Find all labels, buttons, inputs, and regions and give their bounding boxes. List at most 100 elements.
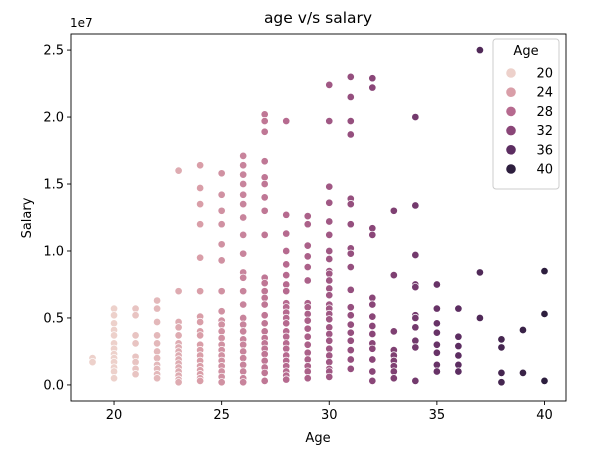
data-point [303,212,312,221]
data-point [325,182,334,191]
legend-marker [505,163,517,175]
legend-title: Age [513,44,538,59]
data-point [282,260,291,269]
data-point [260,117,269,126]
data-point [411,283,420,292]
data-point [454,304,463,313]
data-point [346,92,355,102]
data-point [260,368,269,377]
data-point [303,220,312,229]
data-point [346,320,355,329]
data-point [153,347,162,356]
data-point [432,328,441,337]
legend-label: 40 [536,163,553,178]
data-point [325,329,334,339]
data-point [325,372,334,381]
data-point [497,378,506,387]
data-point [282,246,291,256]
data-point [131,331,140,340]
data-point [325,291,334,300]
data-point [239,170,248,179]
data-point [454,360,463,369]
data-point [346,303,355,312]
data-point [303,316,312,325]
legend-label: 28 [536,105,553,120]
data-point [346,220,355,229]
data-point [389,367,398,376]
data-point [346,285,355,294]
data-point [196,331,205,340]
x-axis: 20 25 30 35 40 [106,401,553,423]
data-point [217,287,226,296]
data-point [368,293,377,302]
data-point [239,213,248,222]
legend: Age 20 24 28 32 36 40 [492,38,560,190]
data-point [303,332,312,341]
data-point [153,339,162,348]
data-point [239,347,248,356]
data-point [303,241,312,250]
data-point [411,376,420,385]
data-point [174,331,183,340]
x-tick-label: 40 [536,408,553,423]
data-point [131,370,140,379]
data-point [475,268,484,277]
legend-marker [505,67,517,79]
data-point [325,254,334,264]
x-tick-label: 30 [321,408,338,423]
data-point [325,344,334,353]
data-point [217,169,226,178]
data-point [239,230,248,239]
data-point [239,161,248,170]
y-tick-label: 2.5 [43,44,64,59]
data-point [153,374,162,383]
data-point [153,317,162,327]
data-point [217,327,226,336]
data-point [411,112,420,122]
data-point [260,127,269,136]
data-point [196,376,205,385]
data-point [325,198,334,207]
data-point [346,311,355,320]
data-point [109,331,119,340]
plot-background [71,34,566,401]
data-point [432,280,441,289]
data-point [260,350,269,359]
data-point [153,354,162,363]
data-point [239,360,248,369]
data-point [217,307,226,316]
data-point [325,230,334,239]
data-point [174,378,183,387]
legend-marker [505,86,517,98]
data-point [260,300,269,309]
data-point [196,317,205,327]
data-point [260,327,269,336]
data-point [389,327,398,336]
data-point [260,376,269,385]
data-point [260,287,269,296]
data-point [346,328,355,337]
data-point [239,300,248,309]
data-point [368,321,377,331]
legend-marker [505,144,517,156]
data-point [282,271,291,280]
data-point [454,342,463,351]
data-point [88,358,97,367]
data-point [368,376,377,385]
data-point [346,336,355,345]
data-point [260,279,269,288]
data-point [346,364,355,373]
y-tick-label: 0.5 [43,311,64,326]
data-point [282,344,291,353]
data-point [239,200,248,209]
data-point [325,351,334,360]
data-point [346,355,355,364]
data-point [239,249,248,258]
data-point [368,83,377,92]
data-point [260,356,269,365]
x-tick-label: 20 [106,408,123,423]
data-point [282,287,291,296]
data-point [411,336,420,345]
data-point [368,344,377,353]
data-point [346,263,355,272]
